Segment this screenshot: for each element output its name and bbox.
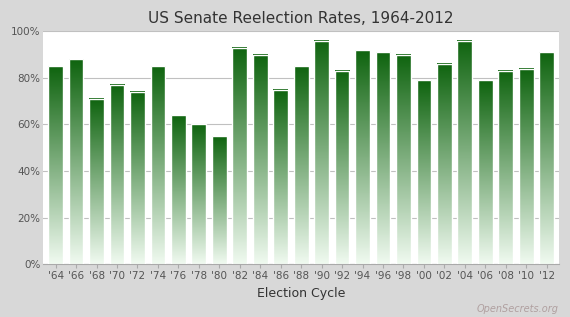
Bar <box>417 80 431 264</box>
Text: OpenSecrets.org: OpenSecrets.org <box>477 304 559 314</box>
Bar <box>109 85 124 264</box>
Bar <box>171 115 186 264</box>
Bar <box>253 55 267 264</box>
Bar <box>458 41 472 264</box>
Bar <box>150 66 165 264</box>
Bar <box>69 59 83 264</box>
Bar <box>437 64 451 264</box>
Bar <box>335 71 349 264</box>
Bar <box>314 41 329 264</box>
Bar <box>539 52 554 264</box>
Bar <box>396 55 411 264</box>
X-axis label: Election Cycle: Election Cycle <box>257 287 345 300</box>
Bar <box>89 99 104 264</box>
Bar <box>48 66 63 264</box>
Bar <box>294 66 308 264</box>
Bar <box>498 71 513 264</box>
Bar <box>274 90 288 264</box>
Bar <box>355 50 370 264</box>
Bar <box>376 52 390 264</box>
Title: US Senate Reelection Rates, 1964-2012: US Senate Reelection Rates, 1964-2012 <box>148 11 454 26</box>
Bar <box>212 136 227 264</box>
Bar <box>192 125 206 264</box>
Bar <box>233 48 247 264</box>
Bar <box>130 92 145 264</box>
Bar <box>519 69 534 264</box>
Bar <box>478 80 492 264</box>
